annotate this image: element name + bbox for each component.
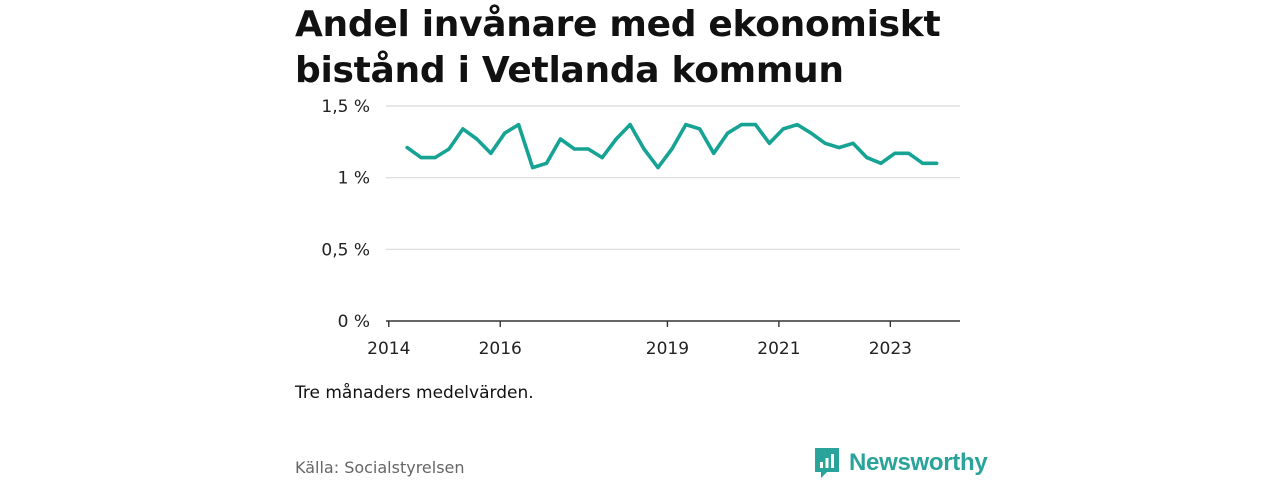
- data-point: [837, 145, 841, 150]
- data-point: [726, 131, 730, 135]
- data-point: [809, 131, 813, 135]
- data-point: [934, 161, 939, 165]
- data-point: [698, 127, 702, 131]
- chart-note: Tre månaders medelvärden.: [295, 383, 534, 403]
- x-axis: 2014 2016 2019 2021 2023: [367, 320, 960, 359]
- data-point: [447, 147, 451, 151]
- data-point: [739, 123, 744, 127]
- series-line-0: [405, 122, 939, 170]
- y-tick-label: 1 %: [338, 169, 370, 189]
- data-point: [586, 147, 590, 151]
- data-point: [544, 161, 549, 165]
- newsworthy-logo-icon: [815, 448, 839, 478]
- data-point: [907, 151, 911, 155]
- x-tick-label: 2021: [757, 339, 800, 359]
- y-tick-label: 0,5 %: [321, 240, 370, 260]
- y-axis-labels: 0 % 0,5 % 1 % 1,5 %: [321, 97, 370, 332]
- data-point: [879, 161, 883, 165]
- source-label: Källa: Socialstyrelsen: [295, 458, 465, 477]
- data-point: [865, 156, 869, 160]
- x-tick-label: 2014: [367, 339, 410, 359]
- data-point: [628, 123, 632, 127]
- x-tick-label: 2023: [869, 339, 912, 359]
- data-point: [572, 147, 576, 151]
- data-point: [851, 141, 855, 145]
- data-point: [712, 151, 716, 155]
- x-tick-label: 2019: [646, 339, 689, 359]
- data-point: [419, 156, 423, 160]
- x-tick-label: 2016: [479, 339, 522, 359]
- data-point: [921, 161, 925, 165]
- chart-title-line-1: Andel invånare med ekonomiskt: [295, 4, 941, 45]
- chart-title: Andel invånare med ekonomiskt bistånd i …: [295, 2, 995, 94]
- chart-title-line-2: bistånd i Vetlanda kommun: [295, 50, 844, 91]
- data-point: [475, 137, 479, 141]
- grid-layer: [386, 105, 960, 250]
- brand-logo[interactable]: Newsworthy: [813, 446, 988, 480]
- data-point: [517, 123, 521, 127]
- data-point: [558, 137, 563, 141]
- data-point: [893, 151, 897, 155]
- y-tick-label: 0 %: [338, 312, 370, 332]
- data-point: [489, 151, 493, 155]
- data-point: [781, 127, 785, 131]
- data-point: [656, 166, 660, 170]
- data-point: [670, 147, 674, 151]
- data-point: [795, 123, 799, 127]
- data-point: [642, 147, 646, 151]
- data-point: [767, 141, 772, 145]
- data-point: [823, 141, 827, 145]
- data-point: [753, 123, 758, 127]
- y-tick-label: 1,5 %: [321, 97, 370, 117]
- data-point: [503, 131, 507, 135]
- data-point: [600, 156, 604, 160]
- brand-name: Newsworthy: [849, 449, 988, 476]
- series-layer: [405, 122, 939, 170]
- data-point: [461, 127, 465, 131]
- data-point: [405, 145, 409, 150]
- data-point: [433, 156, 437, 160]
- data-point: [530, 166, 535, 170]
- data-point: [614, 137, 618, 141]
- data-point: [684, 123, 688, 127]
